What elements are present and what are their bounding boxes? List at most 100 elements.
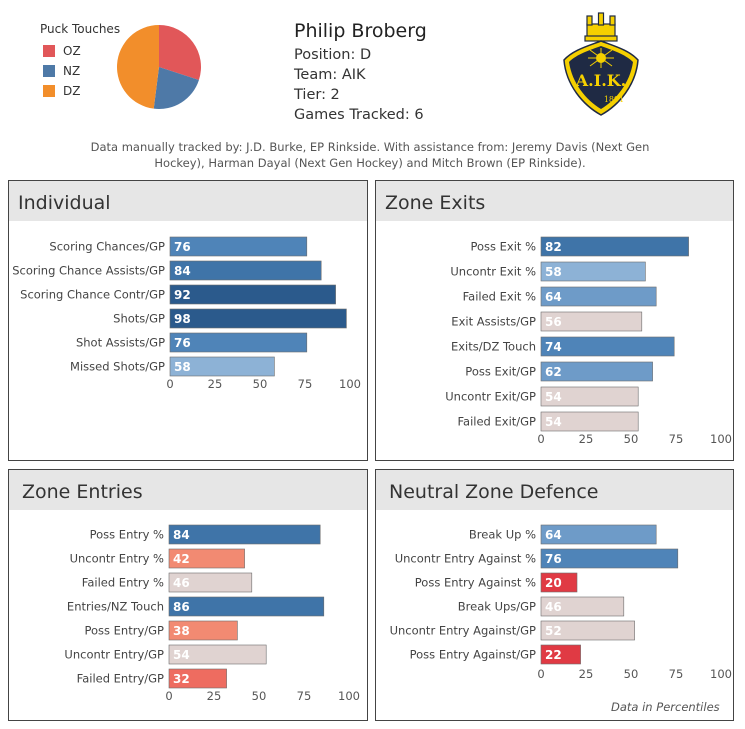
bar-scoring-chances-gp [169,236,308,257]
value-label-poss-entry-pct: 84 [173,528,190,542]
tick-label-25: 25 [579,667,594,681]
bar-uncontr-entry-against-pct [540,548,679,569]
bar-shot-assists-gp [169,332,308,353]
footnote: Data in Percentiles [611,700,720,714]
category-label-entries-nz-touch: Entries/NZ Touch [67,600,164,614]
category-label-uncontr-entry-gp: Uncontr Entry/GP [64,648,164,662]
category-label-failed-entry-gp: Failed Entry/GP [77,672,164,686]
value-label-poss-entry-gp: 38 [173,624,190,638]
player-team: Team: AIK [294,67,366,83]
value-label-break-ups-gp: 46 [545,600,562,614]
legend-label-dz: DZ [63,84,81,98]
bar-entries-nz-touch [168,596,325,617]
bar-uncontr-entry-gp [168,644,267,665]
tick-label-50: 50 [624,432,639,446]
value-label-uncontr-exit-gp: 54 [545,390,562,404]
value-label-scoring-chance-contr-gp: 92 [174,288,191,302]
bar-uncontr-exit-gp [540,386,639,407]
value-label-failed-exit-pct: 64 [545,290,562,304]
player-name: Philip Broberg [294,20,427,42]
puck-touches-pie [116,25,201,109]
bar-poss-exit-pct [540,236,689,257]
tick-label-25: 25 [579,432,594,446]
legend-label-oz: OZ [63,44,81,58]
bar-scoring-chance-contr-gp [169,284,336,305]
tick-label-50: 50 [253,377,268,391]
credits-line-2: Hockey), Harman Dayal (Next Gen Hockey) … [154,156,586,170]
player-tier: Tier: 2 [294,87,340,103]
category-label-exits-dz-touch: Exits/DZ Touch [451,340,536,354]
category-label-shot-assists-gp: Shot Assists/GP [76,336,165,350]
value-label-break-up-pct: 64 [545,528,562,542]
legend-item-nz: NZ [43,61,120,81]
category-label-poss-entry-against-gp: Poss Entry Against/GP [410,648,536,662]
category-label-break-up-pct: Break Up % [469,528,536,542]
tick-label-25: 25 [208,377,223,391]
tick-label-75: 75 [669,667,684,681]
tick-label-25: 25 [207,689,222,703]
tick-label-100: 100 [710,432,732,446]
category-label-scoring-chances-gp: Scoring Chances/GP [49,240,165,254]
legend-swatch-oz [43,45,55,57]
bar-break-up-pct [540,524,657,545]
bar-missed-shots-gp [169,356,275,377]
bar-uncontr-entry-pct [168,548,245,569]
category-label-failed-exit-pct: Failed Exit % [463,290,536,304]
category-label-uncontr-exit-pct: Uncontr Exit % [450,265,536,279]
value-label-poss-entry-against-gp: 22 [545,648,562,662]
player-info: Philip Broberg Position: D Team: AIK Tie… [294,20,427,125]
value-label-uncontr-entry-pct: 42 [173,552,190,566]
panel-individual: Individual Scoring Chances/GP 76 Scoring C… [8,180,368,461]
panel-title-individual: Individual [9,181,367,221]
player-position: Position: D [294,47,372,63]
value-label-scoring-chances-gp: 76 [174,240,191,254]
value-label-poss-exit-gp: 62 [545,365,562,379]
category-label-poss-exit-gp: Poss Exit/GP [465,365,536,379]
chart-individual: Scoring Chances/GP 76 Scoring Chance Assis… [12,236,361,391]
bar-failed-entry-pct [168,572,253,593]
value-label-uncontr-entry-gp: 54 [173,648,190,662]
bar-poss-entry-against-pct [540,572,578,593]
category-label-uncontr-entry-against-pct: Uncontr Entry Against % [395,552,536,566]
category-label-exit-assists-gp: Exit Assists/GP [451,315,536,329]
tick-label-75: 75 [298,377,313,391]
bar-failed-exit-pct [540,286,657,307]
credits: Data manually tracked by: J.D. Burke, EP… [70,139,670,171]
category-label-uncontr-exit-gp: Uncontr Exit/GP [445,390,536,404]
value-label-shots-gp: 98 [174,312,191,326]
panel-neutral-zone-defence: Neutral Zone Defence Break Up % 64 Uncontr… [375,469,734,721]
bar-failed-exit-gp [540,411,639,432]
chart-zone-entries: Poss Entry % 84 Uncontr Entry % 42 Failed En… [64,524,360,703]
bar-scoring-chance-assists-gp [169,260,322,281]
pie-slice-dz [116,25,159,109]
value-label-uncontr-exit-pct: 58 [545,265,562,279]
value-label-exits-dz-touch: 74 [545,340,562,354]
player-games-tracked: Games Tracked: 6 [294,107,424,123]
category-label-scoring-chance-contr-gp: Scoring Chance Contr/GP [20,288,165,302]
value-label-failed-exit-gp: 54 [545,415,562,429]
value-label-failed-entry-pct: 46 [173,576,190,590]
tick-label-75: 75 [297,689,312,703]
value-label-failed-entry-gp: 32 [173,672,190,686]
legend-swatch-dz [43,85,55,97]
category-label-poss-exit-pct: Poss Exit % [470,240,536,254]
value-label-shot-assists-gp: 76 [174,336,191,350]
pie-slice-oz [159,25,201,80]
panel-zone-entries: Zone Entries Poss Entry % 84 Uncontr Entry… [8,469,368,721]
tick-label-75: 75 [669,432,684,446]
category-label-shots-gp: Shots/GP [113,312,165,326]
category-label-poss-entry-pct: Poss Entry % [90,528,164,542]
panel-zone-exits: Zone Exits Poss Exit % 82 Uncontr Exit % 58… [375,180,734,461]
panel-title-zone-exits: Zone Exits [376,181,733,221]
legend-item-dz: DZ [43,81,120,101]
category-label-failed-entry-pct: Failed Entry % [82,576,164,590]
value-label-missed-shots-gp: 58 [174,360,191,374]
category-label-poss-entry-against-pct: Poss Entry Against % [415,576,536,590]
bar-shots-gp [169,308,347,329]
tick-label-50: 50 [624,667,639,681]
tick-label-50: 50 [252,689,267,703]
category-label-missed-shots-gp: Missed Shots/GP [70,360,165,374]
team-logo: A.I.K. 1891 [563,12,639,116]
category-label-poss-entry-gp: Poss Entry/GP [84,624,164,638]
value-label-uncontr-entry-against-gp: 52 [545,624,562,638]
